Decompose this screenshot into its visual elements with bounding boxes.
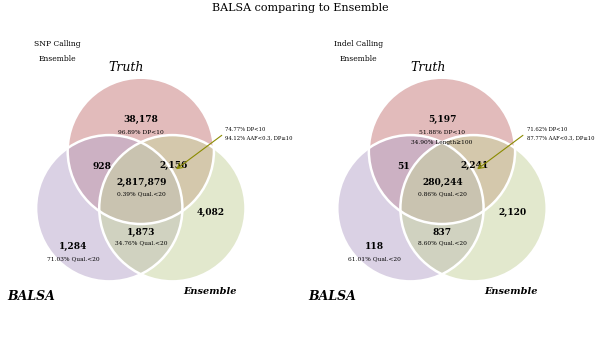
Text: 280,244: 280,244 bbox=[422, 178, 463, 187]
Circle shape bbox=[400, 135, 547, 281]
Text: 1,873: 1,873 bbox=[127, 228, 155, 237]
Text: 8.60% Qual.<20: 8.60% Qual.<20 bbox=[418, 241, 466, 246]
Circle shape bbox=[369, 78, 515, 224]
Text: Ensemble: Ensemble bbox=[484, 287, 538, 296]
Text: 96.89% DP<10: 96.89% DP<10 bbox=[118, 130, 164, 135]
Text: 87.77% AAF<0.3, DP≥10: 87.77% AAF<0.3, DP≥10 bbox=[527, 135, 594, 141]
Circle shape bbox=[36, 135, 182, 281]
Text: Ensemble: Ensemble bbox=[183, 287, 236, 296]
Text: 2,817,879: 2,817,879 bbox=[116, 178, 167, 187]
Text: 71.03% Qual.<20: 71.03% Qual.<20 bbox=[47, 256, 100, 261]
Text: Truth: Truth bbox=[410, 61, 445, 74]
Text: 51.88% DP<10: 51.88% DP<10 bbox=[419, 130, 465, 135]
Text: 0.86% Qual.<20: 0.86% Qual.<20 bbox=[418, 191, 467, 196]
Text: BALSA comparing to Ensemble: BALSA comparing to Ensemble bbox=[212, 3, 388, 13]
Text: 38,178: 38,178 bbox=[124, 115, 158, 124]
Text: 34.90% Length≥100: 34.90% Length≥100 bbox=[411, 140, 473, 145]
Text: 71.62% DP<10: 71.62% DP<10 bbox=[527, 127, 567, 132]
Text: BALSA: BALSA bbox=[7, 290, 55, 303]
Text: 4,082: 4,082 bbox=[197, 208, 225, 217]
Text: 2,120: 2,120 bbox=[498, 208, 526, 217]
Circle shape bbox=[337, 135, 484, 281]
Text: 61.01% Qual.<20: 61.01% Qual.<20 bbox=[348, 256, 401, 261]
Text: 2,156: 2,156 bbox=[160, 161, 188, 170]
Text: 94.12% AAF<0.3, DP≥10: 94.12% AAF<0.3, DP≥10 bbox=[226, 135, 293, 141]
Text: Indel Calling: Indel Calling bbox=[334, 40, 383, 49]
Text: BALSA: BALSA bbox=[308, 290, 356, 303]
Text: 928: 928 bbox=[92, 162, 112, 171]
Text: 51: 51 bbox=[397, 162, 410, 171]
Text: 1,284: 1,284 bbox=[59, 242, 88, 251]
Text: 2,241: 2,241 bbox=[461, 161, 489, 170]
Text: Ensemble: Ensemble bbox=[39, 55, 76, 63]
Text: 5,197: 5,197 bbox=[428, 115, 456, 124]
Circle shape bbox=[68, 78, 214, 224]
Text: 34.76% Qual.<20: 34.76% Qual.<20 bbox=[115, 241, 167, 246]
Circle shape bbox=[99, 135, 245, 281]
Text: 118: 118 bbox=[365, 242, 384, 251]
Text: 837: 837 bbox=[433, 228, 451, 237]
Text: 74.77% DP<10: 74.77% DP<10 bbox=[226, 127, 266, 132]
Text: SNP Calling: SNP Calling bbox=[34, 40, 81, 49]
Text: 0.39% Qual.<20: 0.39% Qual.<20 bbox=[117, 191, 166, 196]
Text: Truth: Truth bbox=[109, 61, 144, 74]
Text: Ensemble: Ensemble bbox=[340, 55, 377, 63]
